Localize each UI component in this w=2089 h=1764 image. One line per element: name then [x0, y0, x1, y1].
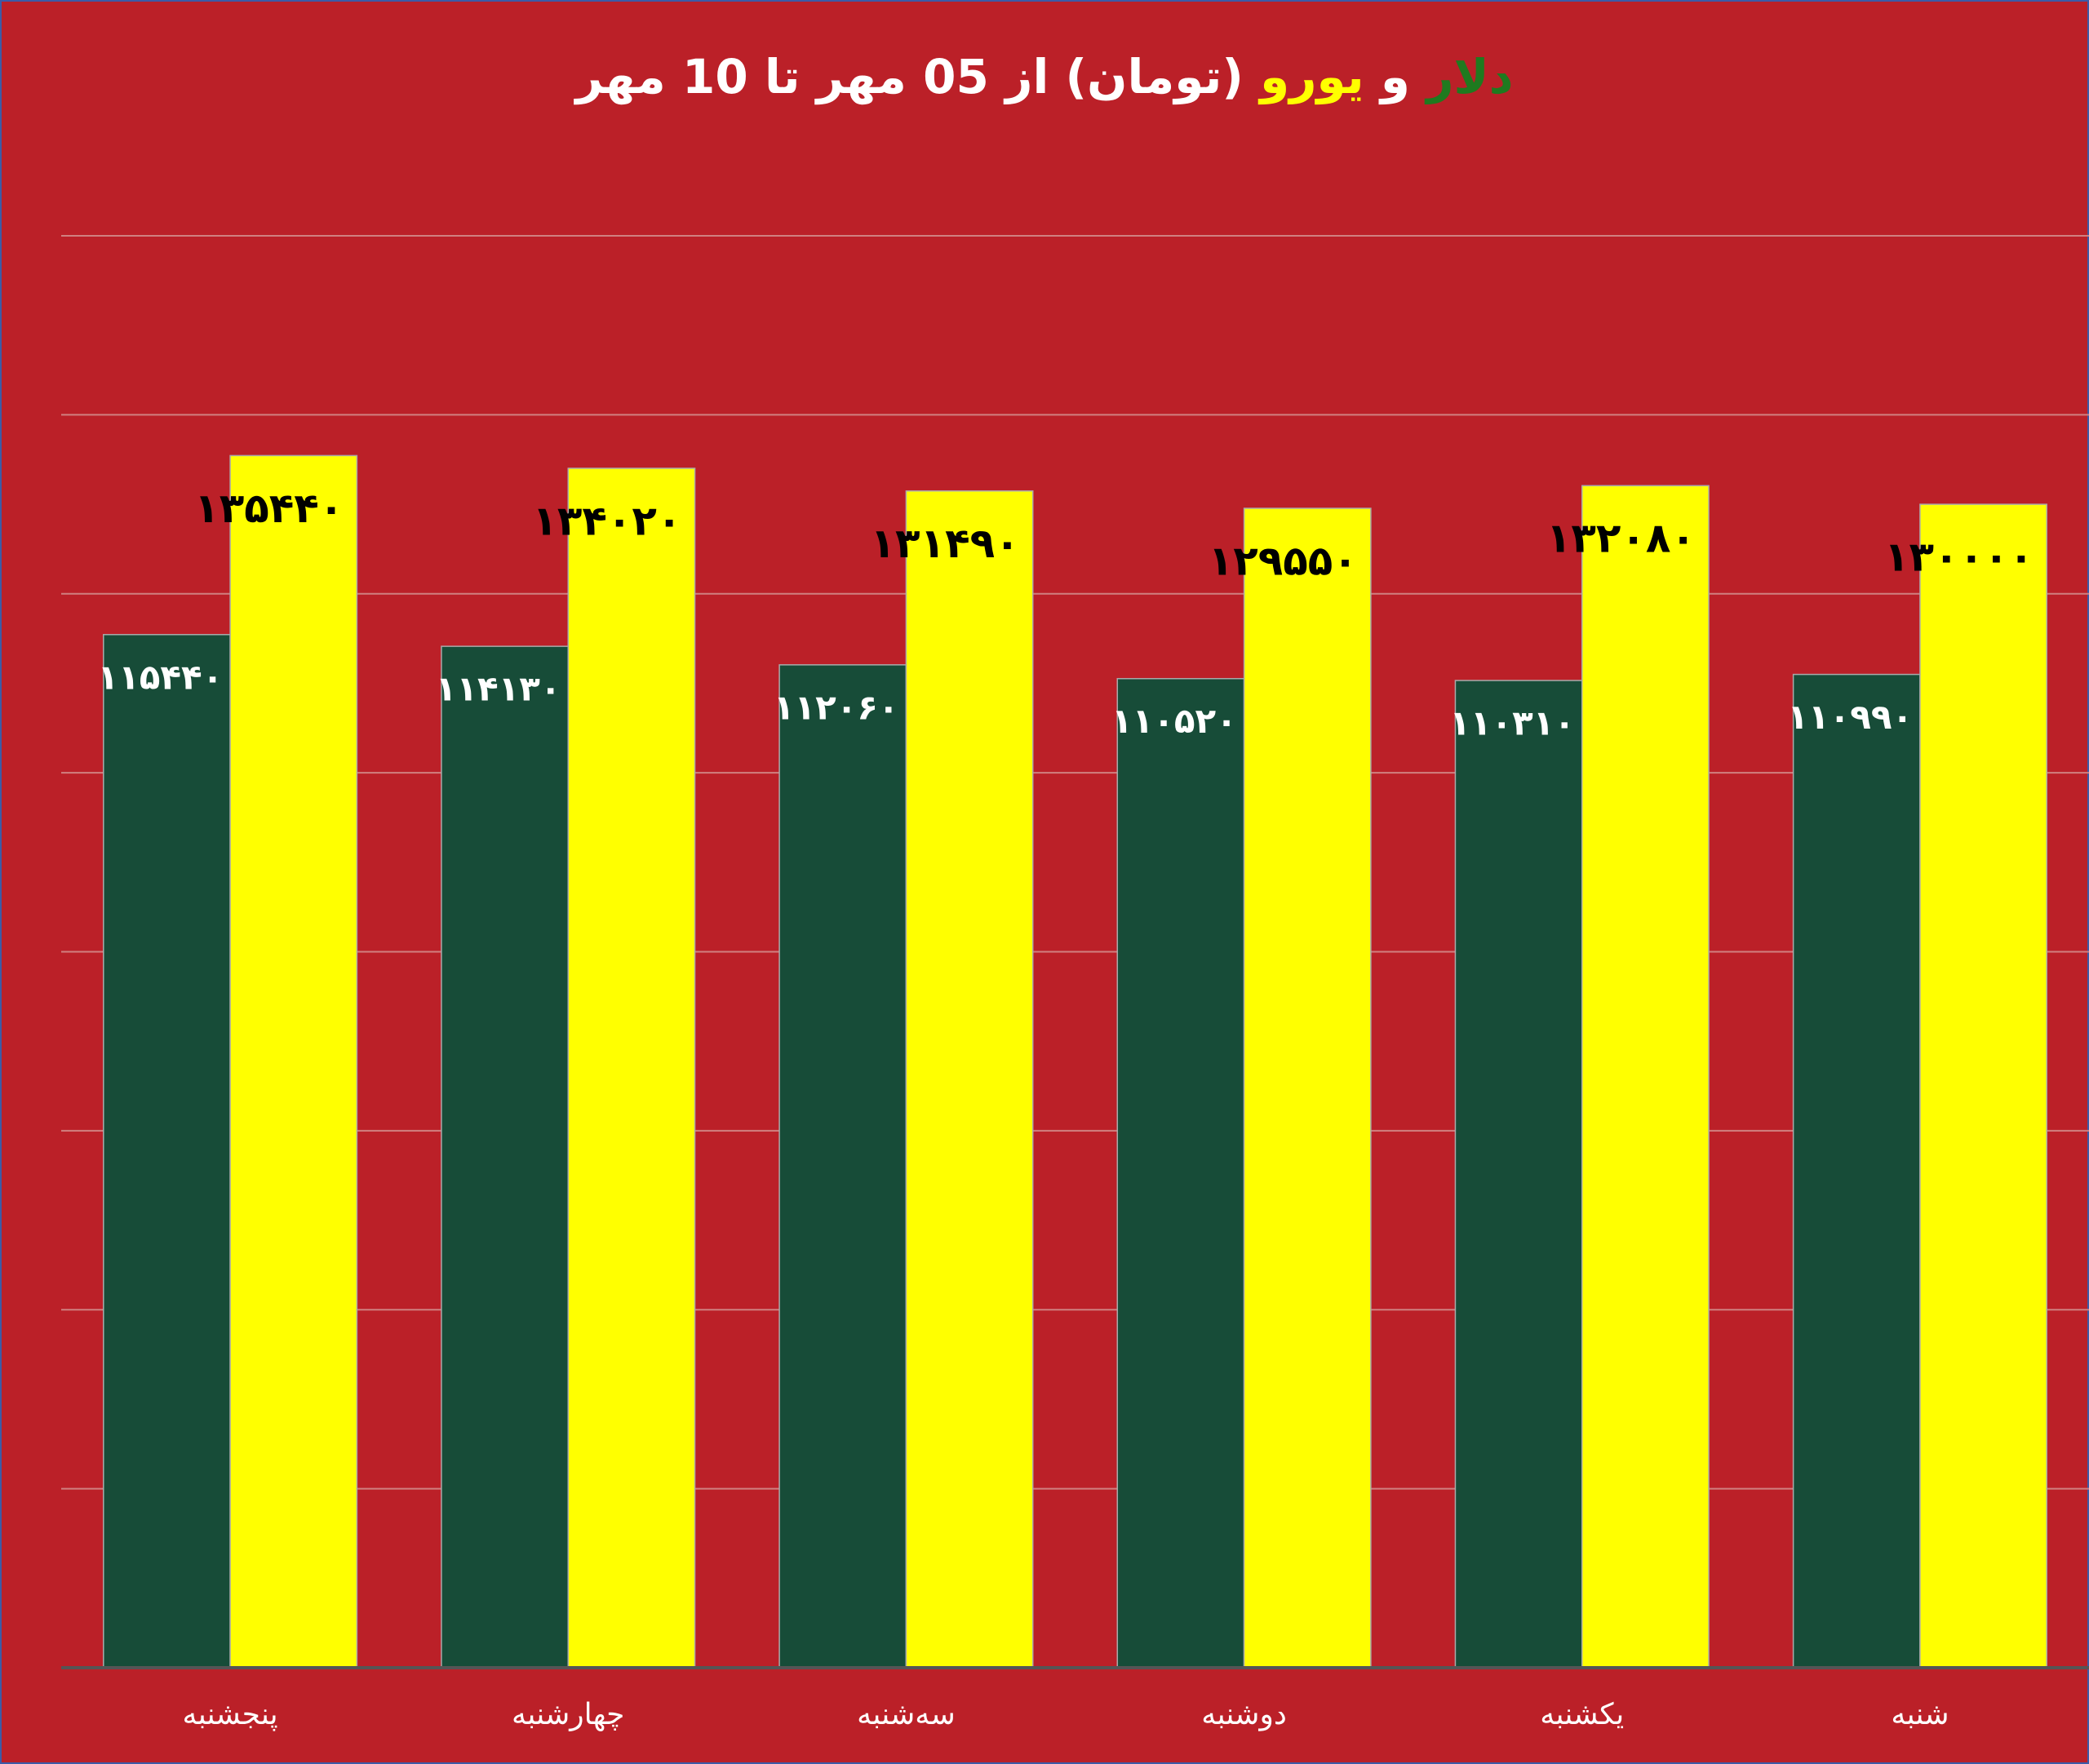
title-part: و: [1364, 49, 1427, 104]
chart-title: دلار و یورو (تومان) از 05 مهر تا 10 مهر: [0, 49, 2089, 104]
bar: [229, 454, 358, 1669]
x-tick-label: شنبه: [1891, 1698, 1949, 1731]
bar: [1454, 680, 1583, 1669]
x-tick-label: پنجشنبه: [182, 1698, 277, 1731]
value-label: ۱۳۴۰۲۰: [532, 497, 681, 544]
bar: [1919, 503, 2047, 1669]
x-tick-label: یکشنبه: [1540, 1698, 1624, 1731]
value-label: ۱۱۴۱۳۰: [436, 669, 561, 709]
x-tick-label: دوشنبه: [1201, 1698, 1287, 1731]
title-part: دلار: [1426, 49, 1514, 104]
x-tick-label: سه‌شنبه: [857, 1698, 956, 1731]
title-part: (تومان) از 05 مهر تا 10 مهر: [575, 49, 1261, 104]
value-label: ۱۱۰۳۱۰: [1449, 703, 1575, 743]
value-label: ۱۱۰۹۹۰: [1787, 697, 1913, 737]
value-label: ۱۳۱۴۹۰: [871, 520, 1020, 567]
value-label: ۱۱۵۴۴۰: [98, 657, 224, 697]
value-label: ۱۱۰۵۲۰: [1111, 701, 1237, 741]
bar: [441, 645, 569, 1669]
bar: [1116, 677, 1245, 1669]
bar: [905, 490, 1034, 1669]
x-tick-label: چهارشنبه: [512, 1698, 624, 1731]
value-label: ۱۳۰۰۰۰: [1884, 534, 2034, 581]
value-label: ۱۲۹۵۵۰: [1209, 537, 1358, 584]
value-label: ۱۳۲۰۸۰: [1546, 515, 1696, 562]
value-label: ۱۱۲۰۶۰: [774, 687, 899, 727]
title-part: یورو: [1260, 49, 1364, 104]
bar: [567, 468, 696, 1669]
bar: [778, 664, 907, 1669]
bar: [1581, 485, 1710, 1669]
bar: [103, 634, 231, 1669]
bar: [1792, 673, 1921, 1669]
bar: [1243, 507, 1372, 1669]
value-label: ۱۳۵۴۴۰: [194, 485, 344, 532]
